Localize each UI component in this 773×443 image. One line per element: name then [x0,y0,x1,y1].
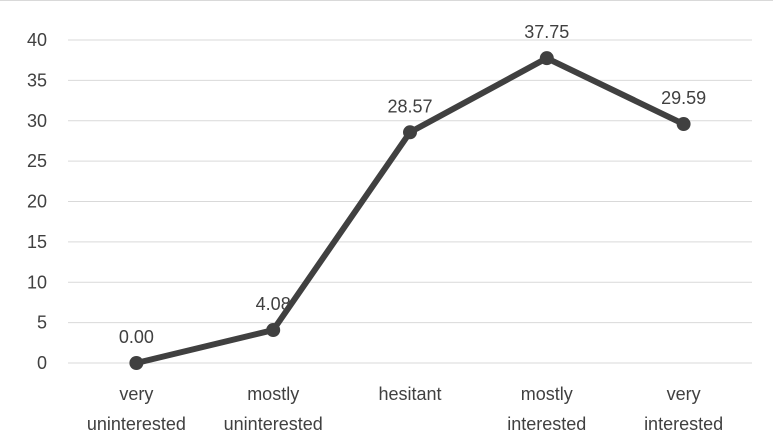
data-point-3 [539,51,554,66]
x-tick-label-line: mostly [521,384,573,404]
x-tick-label-line: interested [644,414,723,434]
data-point-1 [266,323,281,338]
data-label-3: 37.75 [524,22,569,42]
data-label-1: 4.08 [256,294,291,314]
y-tick-label-30: 30 [27,111,47,131]
y-tick-label-20: 20 [27,192,47,212]
data-point-2 [403,125,417,140]
x-tick-label-0: very uninterested [87,384,186,434]
x-tick-label-3: mostly interested [507,384,586,434]
x-tick-label-line: interested [507,414,586,434]
x-tick-label-1: mostly uninterested [224,384,323,434]
data-label-0: 0.00 [119,327,154,347]
y-tick-label-0: 0 [37,353,47,373]
data-point-4 [676,117,691,132]
x-tick-label-line: uninterested [224,414,323,434]
x-tick-label-line: hesitant [378,384,441,404]
y-tick-label-25: 25 [27,151,47,171]
x-tick-label-line: very [667,384,701,404]
data-labels: 0.00 4.08 28.57 37.75 29.59 [119,22,706,347]
data-point-0 [129,356,144,370]
y-axis-tick-labels: 0 5 10 15 20 25 30 35 40 [27,30,47,373]
y-tick-label-5: 5 [37,313,47,333]
y-tick-label-15: 15 [27,232,47,252]
gridlines [68,39,752,364]
data-label-4: 29.59 [661,88,706,108]
y-tick-label-35: 35 [27,70,47,90]
x-axis-tick-labels: very uninterested mostly uninterested hesita… [87,384,723,434]
x-tick-label-4: very interested [644,384,723,434]
series [129,51,691,370]
y-tick-label-40: 40 [27,30,47,50]
data-label-2: 28.57 [387,96,432,116]
x-tick-label-line: uninterested [87,414,186,434]
y-tick-label-10: 10 [27,272,47,292]
x-tick-label-line: mostly [247,384,299,404]
x-tick-label-line: very [119,384,153,404]
x-tick-label-2: hesitant [378,384,441,404]
